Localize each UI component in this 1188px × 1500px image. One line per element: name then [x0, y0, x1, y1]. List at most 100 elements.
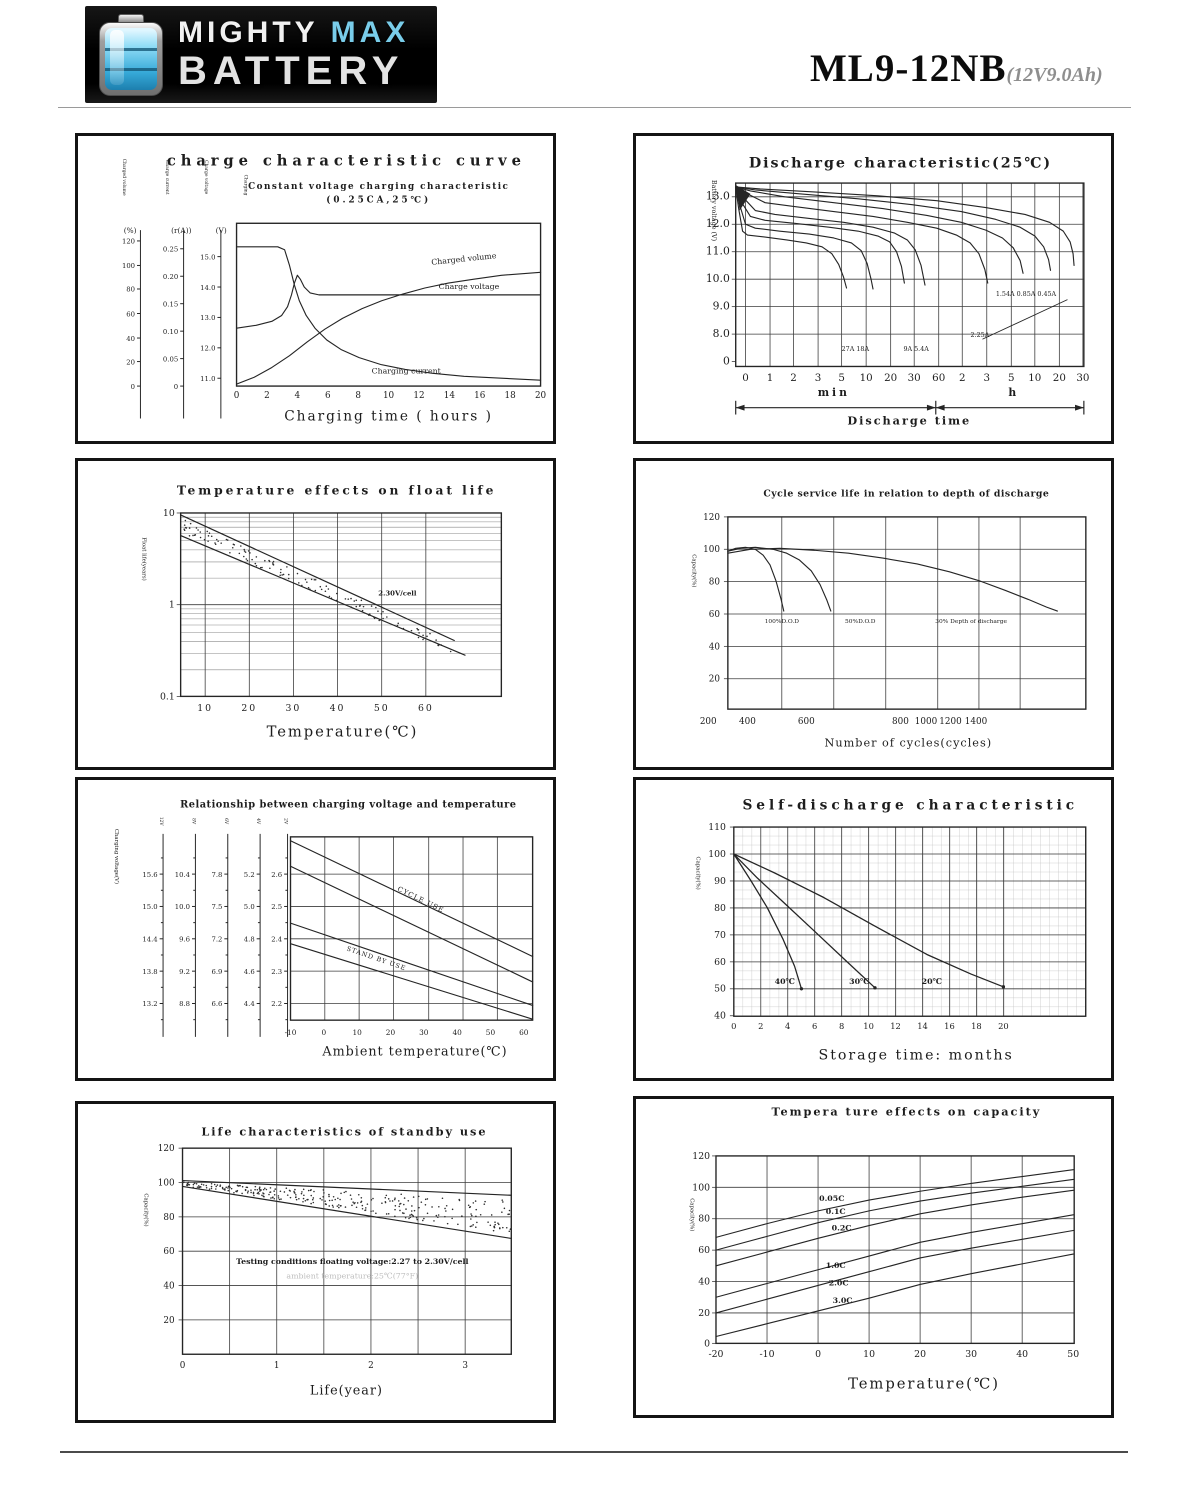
- x-tick-label: 14: [444, 391, 456, 401]
- y-tick-label: 40: [698, 1276, 710, 1287]
- axis-tick-label: 40: [126, 335, 135, 343]
- axis-tick-label: 80: [126, 286, 135, 294]
- chart-text: Capacity(%): [691, 554, 698, 587]
- chart-text: Charged volume: [121, 159, 126, 196]
- logo-word-mighty: MIGHTY: [178, 16, 319, 49]
- series-9A: [735, 186, 905, 284]
- chart-text: Charged volume: [431, 251, 497, 267]
- series-charge-voltage: [235, 274, 542, 329]
- logo-wordmark: MIGHTY MAX BATTERY: [178, 16, 409, 92]
- chart-text: Life(year): [310, 1383, 383, 1398]
- y-tick-label: 40: [163, 1281, 175, 1291]
- model-capacity: (12V9.0Ah): [1006, 64, 1103, 86]
- x-tick-label: 1400: [965, 717, 988, 727]
- chart-grid: [729, 826, 1086, 1017]
- axis-tick-label: 9.6: [179, 936, 190, 944]
- axis-tick-label: 10.0: [175, 903, 190, 911]
- plot-border: [235, 222, 542, 387]
- axis-tick-label: 14.4: [142, 936, 158, 944]
- series-charged-volume: [235, 271, 542, 385]
- chart-text: Charge voltage: [203, 160, 208, 195]
- chart-text: Discharge characteristic(25℃): [749, 155, 1052, 171]
- chart-text: (r(A)): [171, 226, 191, 235]
- x-tick-label: 60: [418, 703, 434, 714]
- x-tick-label: 20: [535, 391, 547, 401]
- chart-cycle-service-life: 120 100 80 60 40 20 200 400 600 800 1000 1200 1400 Cy…: [691, 488, 1087, 749]
- y-tick-label: 120: [158, 1144, 175, 1154]
- axis-tick-label: 6.6: [211, 1000, 222, 1008]
- chart-text: Relationship between charging voltage an…: [180, 799, 516, 810]
- series-2.0C: [715, 1229, 1074, 1314]
- x-tick-label: 8: [355, 391, 361, 401]
- chart-text: ambient temperature:25℃(77°F): [286, 1272, 418, 1281]
- series-leader-line: [982, 299, 1068, 340]
- chart-text: 4V: [255, 818, 260, 825]
- chart-text: Battery voltage (V): [710, 180, 718, 241]
- x-tick-label: 40: [1016, 1349, 1028, 1360]
- x-tick-label: 30: [965, 1349, 977, 1360]
- axis-tick-label: 13.8: [142, 968, 157, 976]
- axis-tick-label: 0: [174, 383, 178, 391]
- y-tick-label: 20: [163, 1316, 175, 1326]
- chart-text: Temperature(℃): [848, 1376, 1000, 1393]
- chart-grid: [723, 516, 1086, 710]
- y-tick-label: 120: [692, 1151, 710, 1162]
- x-tick-label: 3: [462, 1361, 468, 1371]
- x-tick-label: 30: [419, 1028, 429, 1037]
- curve-start-wedge: [735, 185, 751, 211]
- x-tick-label: 60: [932, 372, 945, 384]
- mightymax-logo: MIGHTY MAX BATTERY: [85, 6, 437, 103]
- y-tick-label: 1: [169, 600, 175, 611]
- chart-text: Charge current: [164, 160, 169, 195]
- chart-text: 12V: [158, 817, 163, 827]
- y-tick-label: 100: [158, 1178, 175, 1188]
- series-cycle-use-upper: [289, 840, 534, 958]
- axis-tick-label: 15.0: [200, 253, 215, 261]
- plot-border: [715, 1155, 1075, 1345]
- plot-border: [727, 516, 1087, 710]
- chart-text: 6V: [223, 818, 228, 825]
- chart-text: Number of cycles(cycles): [825, 736, 993, 749]
- chart-self-discharge: 110 100 90 80 70 60 50 40 0 2 4 6 8 10 12 14 16 18 20 Self-…: [695, 797, 1087, 1063]
- chart-text: Tempera ture effects on capacity: [771, 1105, 1041, 1119]
- chart-series: [235, 246, 542, 385]
- series-charging-current: [235, 246, 542, 381]
- arrowhead-icon: [926, 404, 936, 411]
- chart-text: 100%D.O.D: [765, 619, 800, 625]
- axis-tick-label: 0: [131, 383, 135, 391]
- x-tick-label: 20: [914, 1349, 926, 1360]
- chart-extra-axes: [137, 230, 222, 419]
- x-tick-label: 12: [413, 391, 424, 401]
- model-title: ML9-12NB(12V9.0Ah): [810, 46, 1103, 91]
- x-tick-label: 2: [368, 1361, 374, 1371]
- axis-tick-label: 4.4: [244, 1000, 256, 1008]
- arrowhead-icon: [1075, 404, 1084, 411]
- x-tick-label: 8: [839, 1021, 844, 1031]
- chart-text: Discharge time: [847, 413, 971, 427]
- battery-cells-icon: [105, 27, 157, 90]
- chart-text: (0.25CA,25℃): [326, 195, 431, 206]
- series-18A: [735, 186, 874, 290]
- x-tick-label: 10: [197, 703, 213, 714]
- y-tick-label: 80: [698, 1214, 710, 1225]
- axis-tick-label: 13.2: [142, 1000, 157, 1008]
- y-tick-label: 120: [703, 513, 720, 523]
- axis-tick-label: 0.15: [163, 300, 178, 308]
- panel-self-discharge: 110 100 90 80 70 60 50 40 0 2 4 6 8 10 12 14 16 18 20 Self-…: [633, 777, 1114, 1081]
- x-tick-label: 50: [374, 703, 390, 714]
- arrowhead-icon: [935, 404, 945, 411]
- chart-text: Temperature(℃): [267, 724, 419, 741]
- chart-text: CYCLE USE: [396, 885, 445, 915]
- axis-tick-label: 13.0: [200, 314, 215, 322]
- x-tick-label: 1000: [915, 717, 938, 727]
- y-tick-label: 60: [698, 1245, 710, 1256]
- chart-text: (V): [216, 226, 227, 235]
- series-0.1C: [715, 1178, 1074, 1251]
- chart-text: Charging: [242, 175, 247, 196]
- y-tick-label: 50: [714, 984, 726, 995]
- chart-series: [180, 514, 466, 656]
- x-tick-label: 600: [798, 717, 815, 727]
- x-tick-label: 800: [892, 717, 909, 727]
- y-tick-label: 60: [709, 610, 721, 620]
- x-tick-label: 3: [815, 372, 822, 384]
